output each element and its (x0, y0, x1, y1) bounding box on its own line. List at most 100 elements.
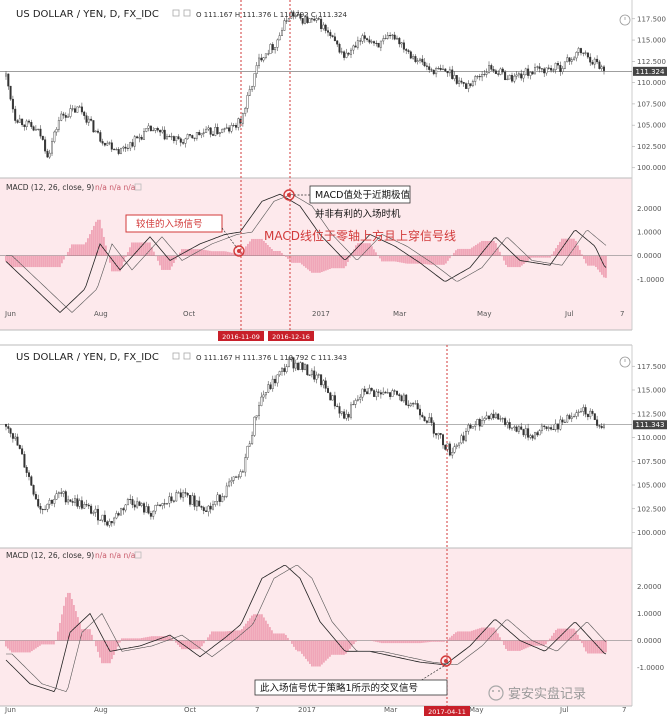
x-tick-label: Jun (4, 310, 16, 318)
macd-hist-bar (225, 251, 227, 256)
macd-hist-bar (433, 255, 435, 265)
candle-body (584, 407, 587, 415)
watermark-text: 宴安实盘记录 (508, 686, 586, 702)
clock-icon-2[interactable] (619, 356, 631, 368)
macd-hist-bar (53, 640, 55, 645)
macd-hist-bar (31, 255, 33, 268)
macd-hist-bar (417, 640, 419, 644)
candle-body (228, 127, 231, 132)
candle-body (423, 61, 426, 67)
macd-hist-bar (43, 640, 45, 645)
candle-body (92, 512, 95, 514)
macd-hist-bar (133, 638, 135, 641)
macd-hist-bar (581, 254, 583, 256)
candle-body (101, 141, 104, 144)
macd-hist-bar (393, 255, 395, 262)
candle-body (207, 127, 210, 130)
macd-hist-bar (65, 597, 67, 641)
macd-hist-bar (509, 255, 511, 268)
macd-hist-bar (229, 630, 231, 641)
candle-body (356, 399, 359, 401)
macd-hist-bar (569, 238, 571, 256)
candle-body (586, 413, 589, 418)
candle-body (28, 120, 31, 123)
candle-body (110, 521, 113, 524)
candle-body (80, 500, 83, 509)
x-tick-label: 2017 (312, 310, 330, 318)
macd-hist-bar (411, 640, 413, 644)
macd-hist-bar (215, 631, 217, 641)
macd-hist-bar (377, 640, 379, 643)
macd-hist-bar (9, 640, 11, 651)
candle-body (18, 445, 21, 449)
clock-icon-1[interactable] (619, 14, 631, 26)
macd-hist-bar (19, 255, 21, 268)
macd-settings-icon-1[interactable] (134, 183, 142, 191)
x-axis-2: Jun Aug Oct 7 2017 Mar May Jul 7 (4, 706, 626, 714)
candle-body (267, 384, 270, 393)
candle-body (163, 503, 166, 505)
macd-hist-bar (605, 255, 607, 278)
macd-hist-bar (439, 255, 441, 265)
candle-body (386, 392, 389, 394)
candle-body (593, 58, 596, 65)
candle-body (55, 493, 58, 500)
candle-body (228, 481, 231, 487)
candle-body (145, 506, 148, 513)
candle-body (21, 118, 24, 126)
candle-body (566, 57, 569, 63)
x-tick-label: 2017 (298, 706, 316, 714)
candle-body (550, 68, 553, 71)
candle-body (570, 416, 573, 419)
candle-body (352, 404, 355, 406)
macd-tick-label: 2.0000 (637, 583, 662, 591)
panel-1: 117.500 115.000 112.500 110.000 107.500 105.0… (0, 0, 667, 341)
candle-body (195, 132, 198, 139)
candle-body (465, 83, 468, 89)
candle-body (106, 521, 109, 526)
macd-hist-bar (253, 614, 255, 641)
macd-hist-bar (69, 248, 71, 256)
macd-hist-bar (403, 640, 405, 644)
candle-body (124, 146, 127, 149)
macd-hist-bar (311, 640, 313, 667)
candle-body (152, 510, 155, 517)
candle-body (83, 111, 86, 116)
macd-hist-bar (249, 241, 251, 256)
candles-1 (4, 10, 606, 159)
candle-body (432, 422, 435, 434)
candle-body (205, 510, 208, 512)
candle-body (191, 135, 194, 139)
chart-toggle-icon-2[interactable] (183, 352, 191, 360)
macd-hist-bar (143, 242, 145, 256)
macd-hist-bar (353, 640, 355, 645)
candle-body (435, 433, 438, 436)
candle-body (331, 395, 334, 401)
chart-settings-icon-1[interactable] (172, 9, 180, 17)
candle-body (442, 434, 445, 446)
macd-hist-bar (539, 640, 541, 646)
macd-hist-bar (429, 255, 431, 265)
candle-body (442, 68, 445, 70)
chart-toggle-icon-1[interactable] (183, 9, 191, 17)
candle-body (329, 392, 332, 401)
macd-hist-bar (481, 627, 483, 641)
chart-settings-icon-2[interactable] (172, 352, 180, 360)
macd-hist-bar (447, 639, 449, 641)
candle-body (324, 380, 327, 389)
macd-hist-bar (33, 640, 35, 650)
candle-body (409, 403, 412, 407)
macd-hist-bar (149, 636, 151, 641)
candle-body (297, 362, 300, 370)
candle-body (554, 423, 557, 430)
macd-hist-bar (273, 633, 275, 641)
macd-hist-bar (167, 255, 169, 270)
candle-body (44, 139, 47, 152)
macd-hist-bar (583, 255, 585, 259)
candle-body (301, 362, 304, 370)
macd-hist-bar (131, 638, 133, 641)
macd-hist-bar (95, 221, 97, 256)
macd-settings-icon-2[interactable] (134, 551, 142, 559)
macd-hist-bar (91, 634, 93, 641)
candle-body (517, 426, 520, 432)
